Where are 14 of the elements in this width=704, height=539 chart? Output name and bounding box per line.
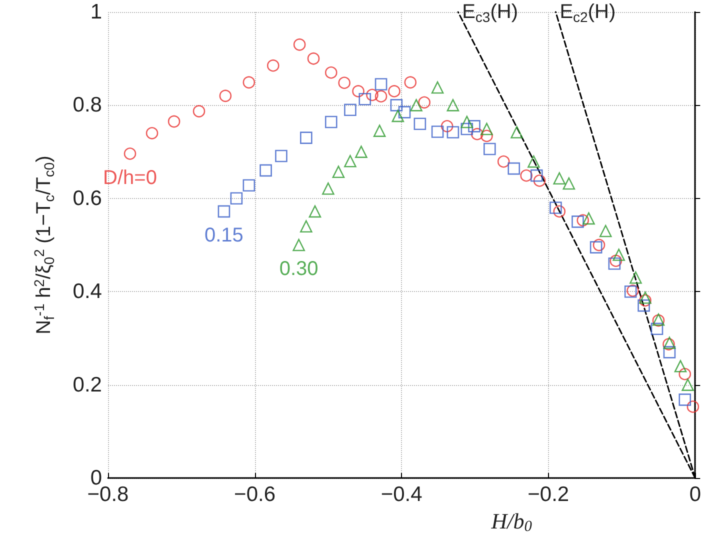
y-tick-label: 1 — [90, 0, 102, 24]
y-tick-label: 0.2 — [72, 373, 102, 396]
series-label: D/h=0 — [103, 166, 157, 189]
y-tick-label: 0.6 — [72, 186, 102, 210]
x-tick-label: −0.2 — [528, 483, 570, 506]
y-tick-label: 0.4 — [72, 280, 102, 304]
y-tick-label: 0.8 — [72, 94, 102, 117]
x-tick-label: 0 — [689, 483, 702, 506]
x-tick-label: −0.6 — [234, 483, 276, 506]
y-tick-label: 0 — [90, 466, 102, 490]
x-tick-label: −0.4 — [380, 483, 423, 506]
series-label: 0.15 — [204, 224, 244, 247]
text: Nf-1 h2/ξ02 (1−Tc/Tc0) — [31, 156, 57, 334]
series-label: 0.30 — [279, 258, 318, 280]
